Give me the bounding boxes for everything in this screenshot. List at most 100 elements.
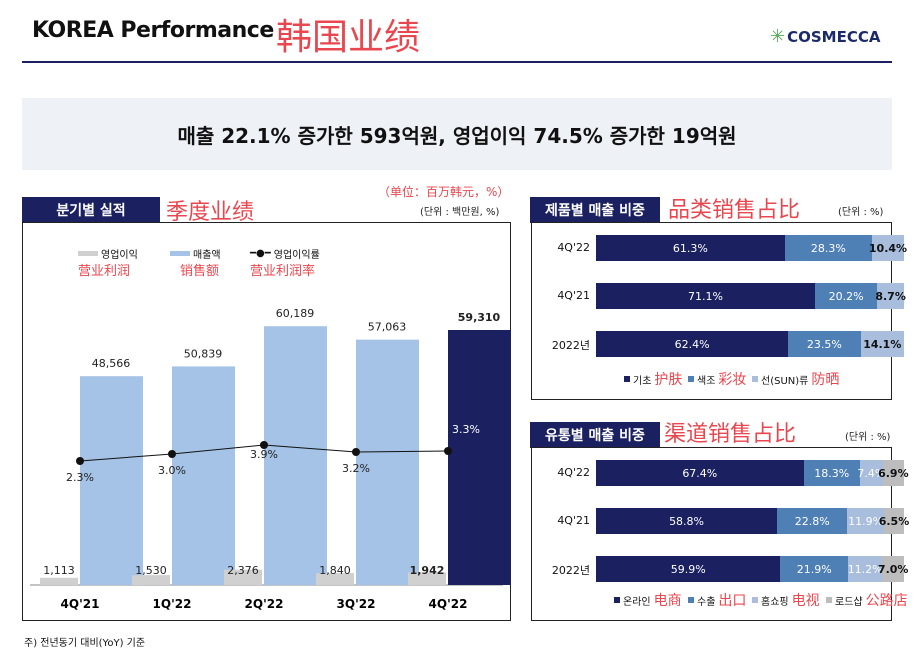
op-profit-bar: [40, 577, 78, 585]
legend-item: 홈쇼핑 电视: [752, 590, 820, 610]
margin-point: [444, 447, 452, 455]
panel-title-quarterly: 분기별 실적: [22, 197, 160, 223]
legend-item: 선(SUN)류 防晒: [752, 369, 839, 389]
legend-item: 수출 出口: [688, 590, 746, 610]
bar-segment: 11.9%: [847, 508, 884, 534]
sales-bar: [448, 330, 511, 585]
op-profit-label: 1,530: [135, 564, 167, 577]
bar-segment: 6.5%: [879, 508, 909, 534]
legend-margin-cn: 营业利润率: [250, 264, 316, 279]
sales-label: 48,566: [92, 357, 131, 370]
panel-title-product-cn: 品类销售占比: [668, 198, 801, 223]
bar-segment: 67.4%: [596, 460, 804, 486]
panel-title-product: 제품별 매출 비중: [530, 197, 660, 223]
op-profit-label: 1,942: [410, 564, 445, 577]
product-mix-chart: 4Q'22 61.3% 28.3% 10.4% 4Q'21 71.1% 20.2% 8.7% 2…: [531, 222, 907, 400]
bar-segment: 71.1%: [596, 283, 815, 309]
legend-op-cn: 营业利润: [78, 264, 131, 279]
bar-segment: 14.1%: [860, 331, 904, 357]
sales-label: 59,310: [458, 311, 501, 324]
row-label: 4Q'22: [557, 466, 590, 479]
category-label: 4Q'21: [61, 597, 100, 611]
bar-segment: 62.4%: [596, 331, 789, 357]
page-title-annotation: 韩国业绩: [276, 17, 421, 58]
bar-segment: 23.5%: [788, 331, 861, 357]
bar-segment: 6.9%: [878, 460, 909, 486]
legend-op: 영업이익: [78, 246, 138, 261]
op-profit-label: 1,840: [319, 564, 351, 577]
category-label: 2Q'22: [245, 597, 284, 611]
bar-segment: 11.2%: [848, 556, 883, 582]
legend-sales-cn: 销售额: [180, 264, 220, 279]
header-divider: [22, 61, 892, 63]
sales-label: 50,839: [184, 347, 223, 360]
op-profit-bar: [132, 575, 170, 585]
stacked-bar: 59.9% 21.9% 11.2% 7.0%: [596, 556, 908, 582]
sales-bar: [172, 366, 235, 585]
legend-item: 색조 彩妆: [688, 369, 746, 389]
headline-banner: 매출 22.1% 증가한 593억원, 영업이익 74.5% 증가한 19억원: [22, 98, 892, 170]
stacked-bar: 71.1% 20.2% 8.7%: [596, 283, 906, 309]
op-profit-bar: [408, 572, 446, 585]
bar-segment: 10.4%: [869, 235, 907, 261]
margin-label: 3.9%: [250, 448, 278, 461]
op-profit-label: 1,113: [43, 564, 75, 577]
unit-cn: （单位：百万韩元，%）: [378, 185, 510, 199]
stacked-bar: 58.8% 22.8% 11.9% 6.5%: [596, 508, 909, 534]
legend-margin: ━●━ 영업이익률: [250, 248, 320, 261]
margin-label: 2.3%: [66, 471, 94, 484]
op-profit-bar: [316, 573, 354, 585]
margin-point: [168, 450, 176, 458]
op-profit-label: 2,376: [227, 564, 259, 577]
legend-item: 로드샵 公路店: [826, 590, 908, 610]
bar-segment: 61.3%: [596, 235, 785, 261]
category-label: 3Q'22: [337, 597, 376, 611]
sales-label: 57,063: [368, 321, 407, 334]
bar-segment: 21.9%: [780, 556, 848, 582]
row-label: 2022년: [551, 564, 590, 577]
margin-point: [260, 441, 268, 449]
logo: ✳ COSMECCA: [770, 26, 880, 47]
leaf-icon: ✳: [770, 26, 786, 47]
stacked-bar: 61.3% 28.3% 10.4%: [596, 235, 907, 261]
op-profit-bar: [224, 569, 262, 585]
sales-bar: [356, 339, 419, 585]
panel-title-channel-cn: 渠道销售占比: [664, 422, 797, 447]
bar-segment: 7.0%: [878, 556, 908, 582]
sales-bar: [80, 376, 143, 585]
category-label: 1Q'22: [153, 597, 192, 611]
bar-segment: 7.4%: [857, 460, 885, 486]
stacked-bar: 62.4% 23.5% 14.1%: [596, 331, 904, 357]
panel-title-channel: 유통별 매출 비중: [530, 422, 660, 448]
margin-label: 3.2%: [342, 462, 370, 475]
bar-segment: 8.7%: [875, 283, 906, 309]
bar-segment: 59.9%: [596, 556, 781, 582]
legend-item: 기초 护肤: [624, 369, 682, 389]
unit-label-channel: (단위 : %): [845, 432, 891, 443]
bar-segment: 22.8%: [777, 508, 848, 534]
unit-label: (단위 : 백만원, %): [420, 207, 500, 218]
page-title: KOREA Performance: [32, 18, 274, 43]
sales-label: 60,189: [276, 307, 315, 320]
logo-text: COSMECCA: [787, 27, 881, 46]
margin-point: [76, 457, 84, 465]
margin-label: 3.3%: [452, 423, 480, 436]
bar-segment: 18.3%: [803, 460, 860, 486]
bar-segment: 20.2%: [814, 283, 878, 309]
legend-item: 온라인 电商: [614, 590, 682, 610]
bar-segment: 28.3%: [784, 235, 872, 261]
margin-point: [352, 448, 360, 456]
margin-label: 3.0%: [158, 464, 186, 477]
unit-label-product: (단위 : %): [838, 207, 884, 218]
footnote: 주) 전년동기 대비(YoY) 기준: [24, 638, 146, 649]
row-label: 2022년: [551, 339, 590, 352]
row-label: 4Q'21: [557, 514, 590, 527]
stacked-bar: 67.4% 18.3% 7.4% 6.9%: [596, 460, 909, 486]
row-label: 4Q'21: [557, 289, 590, 302]
channel-mix-chart: 4Q'22 67.4% 18.3% 7.4% 6.9% 4Q'21 58.8% 22.8% 11…: [531, 447, 909, 621]
row-label: 4Q'22: [557, 241, 590, 254]
legend-sales: 매출액: [170, 246, 221, 261]
panel-title-quarterly-cn: 季度业绩: [166, 200, 255, 225]
category-label: 4Q'22: [429, 597, 468, 611]
